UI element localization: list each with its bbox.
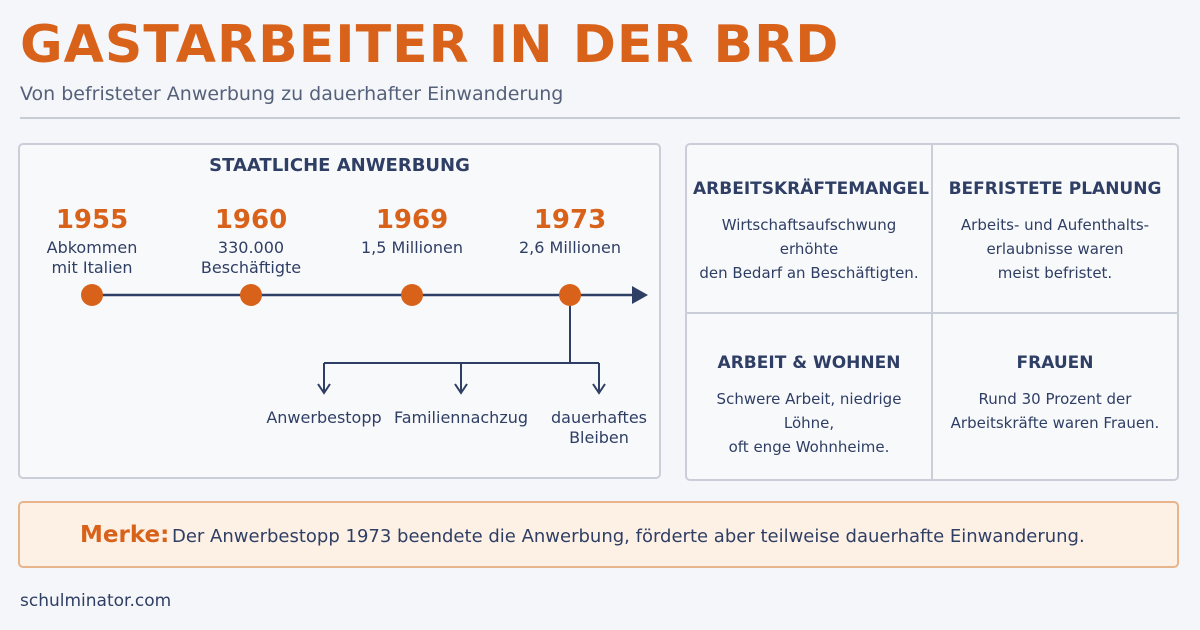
timeline-title: STAATLICHE ANWERBUNG — [209, 155, 470, 176]
info-card-text: Wirtschaftsaufschwung erhöhte den Bedarf… — [699, 216, 919, 282]
event-year: 1955 — [55, 205, 129, 235]
info-card-grid: ARBEITSKRÄFTEMANGEL Wirtschaftsaufschwun… — [685, 143, 1179, 481]
branch-label-familiennachzug: Familiennachzug — [393, 408, 529, 427]
event-description: 330.000 Beschäftigte — [200, 238, 302, 277]
branch-label-dauerhaftes-bleiben: dauerhaftes Bleiben — [551, 408, 647, 447]
event-year: 1973 — [533, 205, 607, 235]
branch-label-anwerbestopp: Anwerbestopp — [266, 408, 382, 427]
info-card: ARBEIT & WOHNEN Schwere Arbeit, niedrige… — [687, 353, 931, 459]
branch-arrowhead-2 — [454, 383, 468, 395]
event-description: 2,6 Millionen — [518, 238, 622, 257]
info-card-title: ARBEITSKRÄFTEMANGEL — [693, 179, 929, 199]
info-card-title: ARBEIT & WOHNEN — [717, 353, 901, 373]
branch-arrowhead-3 — [592, 383, 606, 395]
page-subtitle: Von befristeter Anwerbung zu dauerhafter… — [20, 83, 564, 105]
event-year: 1969 — [375, 205, 449, 235]
event-year: 1960 — [214, 205, 288, 235]
timeline-panel: STAATLICHE ANWERBUNG 1955 Abkommen mit I… — [18, 143, 661, 479]
note-label: Merke: — [80, 522, 170, 548]
timeline-diagram — [81, 284, 648, 395]
note-box: Merke: Der Anwerbestopp 1973 beendete di… — [18, 501, 1179, 568]
timeline-dot-1969 — [401, 284, 423, 306]
timeline-arrowhead — [632, 286, 648, 304]
info-card: FRAUEN Rund 30 Prozent der Arbeitskräfte… — [933, 353, 1177, 435]
branch-arrowhead-1 — [317, 383, 331, 395]
info-card-text: Arbeits- und Aufenthalts- erlaubnisse wa… — [960, 216, 1150, 282]
info-card-text: Rund 30 Prozent der Arbeitskräfte waren … — [950, 390, 1160, 432]
event-description: Abkommen mit Italien — [46, 238, 138, 277]
info-card: ARBEITSKRÄFTEMANGEL Wirtschaftsaufschwun… — [687, 179, 931, 285]
timeline-dot-1955 — [81, 284, 103, 306]
info-card-title: BEFRISTETE PLANUNG — [948, 179, 1162, 199]
header-divider — [20, 117, 1180, 119]
info-card-text: Schwere Arbeit, niedrige Löhne, oft enge… — [716, 390, 902, 456]
grid-divider-horizontal — [687, 312, 1177, 314]
event-description: 1,5 Millionen — [360, 238, 464, 257]
note-text: Der Anwerbestopp 1973 beendete die Anwer… — [172, 526, 1085, 547]
timeline-dot-1960 — [240, 284, 262, 306]
page-title: GASTARBEITER IN DER BRD — [20, 15, 840, 75]
info-card: BEFRISTETE PLANUNG Arbeits- und Aufentha… — [933, 179, 1177, 285]
info-card-title: FRAUEN — [1016, 353, 1094, 373]
footer-source: schulminator.com — [20, 591, 172, 611]
timeline-dot-1973 — [559, 284, 581, 306]
